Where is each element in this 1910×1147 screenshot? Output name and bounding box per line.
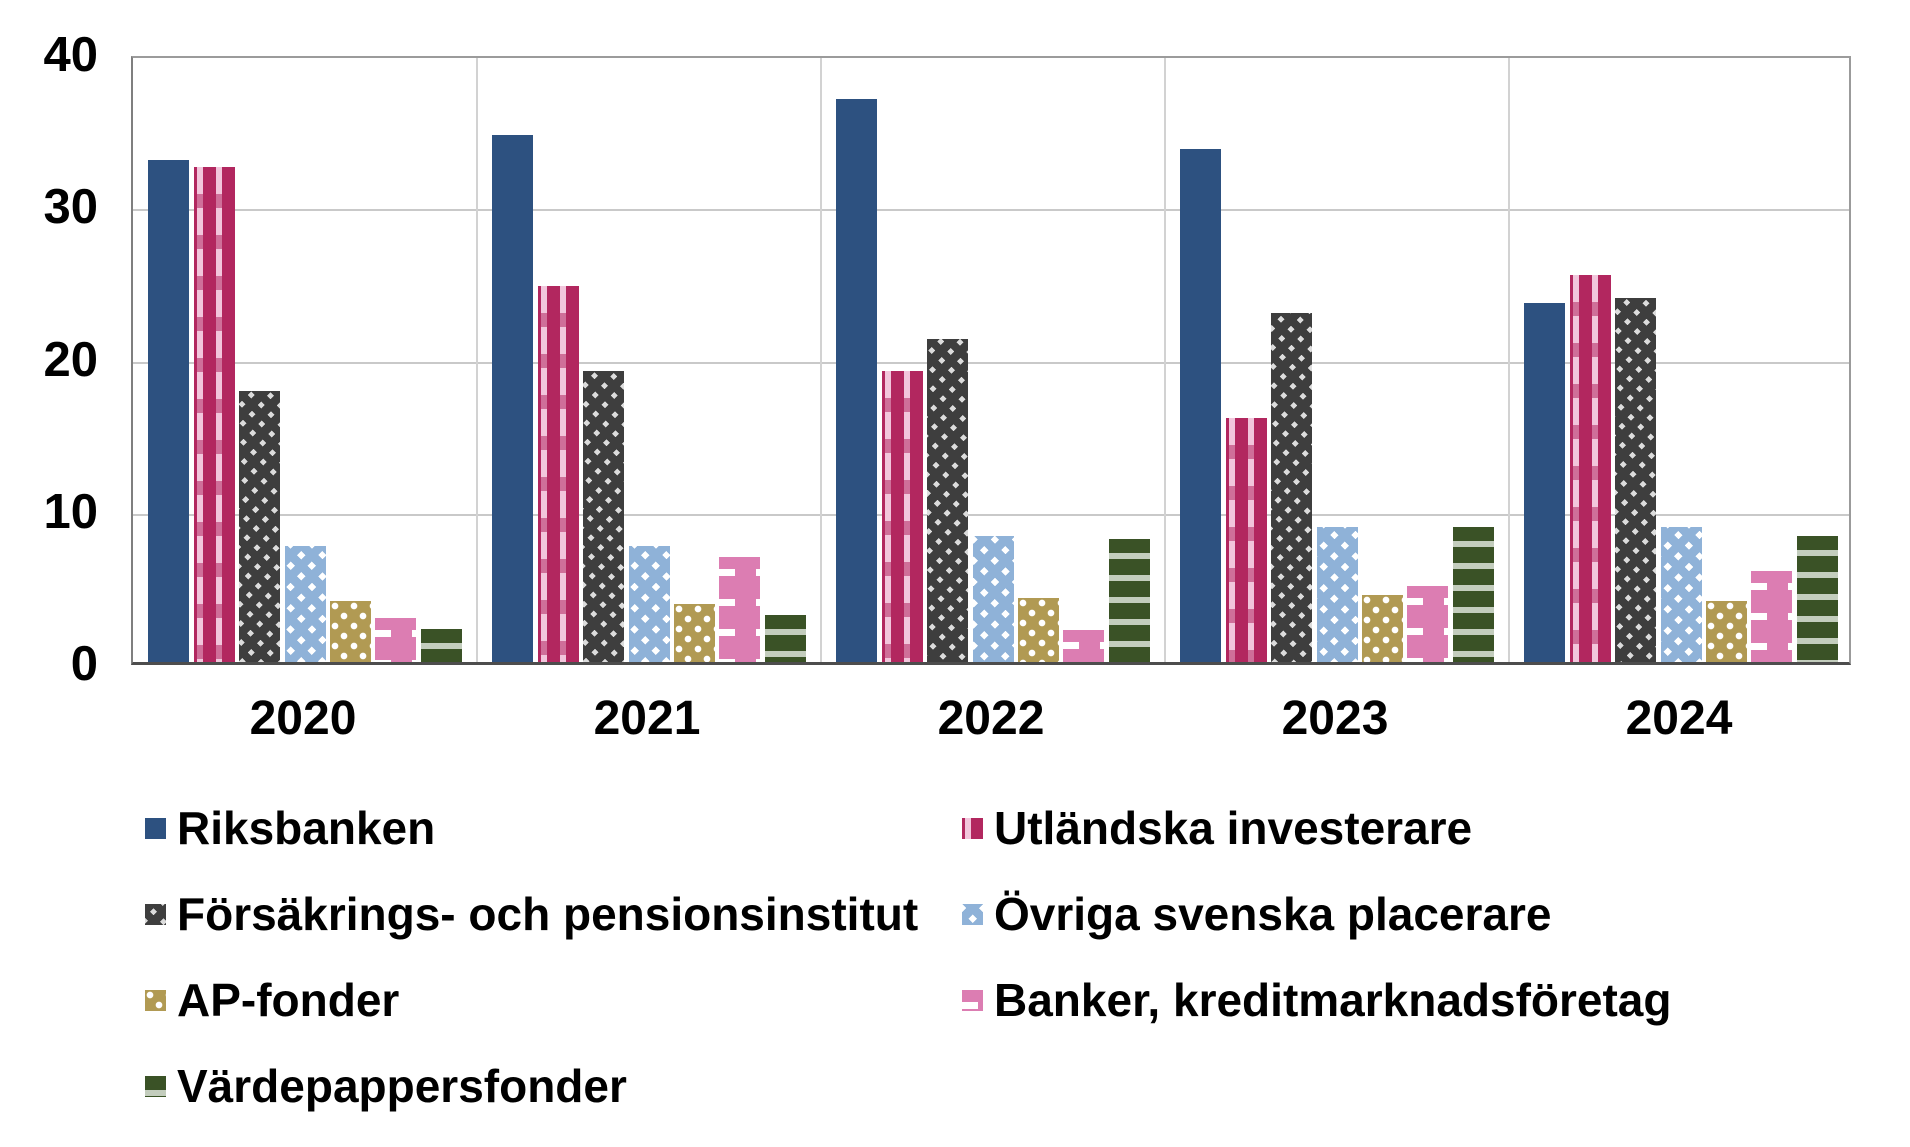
gridline-y-30 (133, 209, 1849, 212)
bar-vardepappersfonder-2021 (764, 614, 806, 662)
gridline-x-3 (1164, 58, 1166, 662)
y-tick-label-10: 10 (43, 484, 98, 539)
bar-riksbanken-2022 (836, 98, 878, 662)
bar-vardepappersfonder-2023 (1452, 526, 1494, 662)
bar-ap-fonder-2022 (1017, 598, 1059, 662)
bar-riksbanken-2021 (492, 135, 534, 662)
x-tick-label-2023: 2023 (1281, 692, 1389, 745)
bar-utlandska-investerare-2021 (537, 285, 579, 662)
bar-ap-fonder-2024 (1705, 601, 1747, 662)
bar-banker-kreditmarknadsforetag-2023 (1407, 585, 1449, 662)
bar-vardepappersfonder-2024 (1796, 535, 1838, 662)
bar-riksbanken-2024 (1524, 302, 1566, 662)
bar-vardepappersfonder-2022 (1108, 538, 1150, 662)
legend-item-ovriga-svenska-placerare: Övriga svenska placerare (962, 891, 1551, 937)
bar-banker-kreditmarknadsforetag-2020 (375, 617, 417, 662)
bar-utlandska-investerare-2023 (1225, 418, 1267, 662)
bar-utlandska-investerare-2020 (193, 167, 235, 662)
bar-riksbanken-2023 (1180, 148, 1222, 662)
bar-utlandska-investerare-2022 (881, 371, 923, 662)
gridline-y-10 (133, 513, 1849, 516)
gridline-x-4 (1508, 58, 1510, 662)
legend-item-riksbanken: Riksbanken (145, 805, 435, 851)
legend-label-utlandska-investerare: Utländska investerare (994, 802, 1473, 854)
legend-swatch-ap-fonder (145, 989, 166, 1011)
legend-item-ap-fonder: AP-fonder (145, 977, 399, 1023)
bar-forsakrings-och-pensionsinstitut-2020 (239, 391, 281, 662)
bar-ap-fonder-2021 (673, 604, 715, 662)
bar-banker-kreditmarknadsforetag-2021 (719, 556, 761, 662)
y-tick-label-20: 20 (43, 332, 98, 387)
legend-item-forsakrings-och-pensionsinstitut: Försäkrings- och pensionsinstitut (145, 891, 918, 937)
gridline-y-20 (133, 361, 1849, 364)
x-tick-label-2024: 2024 (1625, 692, 1733, 745)
bar-utlandska-investerare-2024 (1569, 275, 1611, 662)
legend-item-vardepappersfonder: Värdepappersfonder (145, 1063, 627, 1109)
bar-ovriga-svenska-placerare-2024 (1660, 526, 1702, 662)
bar-ovriga-svenska-placerare-2021 (628, 546, 670, 662)
bar-banker-kreditmarknadsforetag-2024 (1751, 570, 1793, 662)
y-tick-label-0: 0 (70, 637, 98, 691)
legend-item-banker-kreditmarknadsforetag: Banker, kreditmarknadsföretag (962, 977, 1672, 1023)
bar-ovriga-svenska-placerare-2020 (284, 546, 326, 662)
legend-item-utlandska-investerare: Utländska investerare (962, 805, 1472, 851)
legend-label-vardepappersfonder: Värdepappersfonder (177, 1060, 627, 1112)
bar-ovriga-svenska-placerare-2023 (1316, 526, 1358, 662)
gridline-x-2 (820, 58, 822, 662)
bar-forsakrings-och-pensionsinstitut-2024 (1615, 298, 1657, 662)
bar-ap-fonder-2023 (1361, 595, 1403, 662)
legend-swatch-vardepappersfonder (145, 1075, 166, 1097)
legend-label-forsakrings-och-pensionsinstitut: Försäkrings- och pensionsinstitut (177, 888, 919, 940)
y-tick-label-40: 40 (43, 28, 98, 82)
bar-forsakrings-och-pensionsinstitut-2023 (1271, 313, 1313, 662)
legend-label-banker-kreditmarknadsforetag: Banker, kreditmarknadsföretag (994, 974, 1672, 1026)
bar-ovriga-svenska-placerare-2022 (972, 535, 1014, 662)
bar-vardepappersfonder-2020 (420, 628, 462, 662)
bar-forsakrings-och-pensionsinstitut-2021 (583, 371, 625, 662)
legend-label-ovriga-svenska-placerare: Övriga svenska placerare (994, 888, 1552, 940)
y-tick-label-30: 30 (43, 180, 98, 235)
bar-riksbanken-2020 (148, 159, 190, 662)
legend-swatch-riksbanken (145, 817, 166, 839)
x-tick-label-2020: 2020 (249, 692, 357, 745)
legend-swatch-ovriga-svenska-placerare (962, 903, 983, 925)
x-tick-label-2021: 2021 (593, 692, 701, 745)
legend-label-ap-fonder: AP-fonder (177, 974, 400, 1026)
legend-swatch-banker-kreditmarknadsforetag (962, 989, 983, 1011)
bar-ap-fonder-2020 (329, 601, 371, 662)
legend-swatch-forsakrings-och-pensionsinstitut (145, 903, 166, 925)
bar-forsakrings-och-pensionsinstitut-2022 (927, 339, 969, 662)
plot-area (131, 56, 1851, 665)
legend-label-riksbanken: Riksbanken (177, 802, 436, 854)
legend-swatch-utlandska-investerare (962, 817, 983, 839)
x-tick-label-2022: 2022 (937, 692, 1045, 745)
bar-banker-kreditmarknadsforetag-2022 (1063, 630, 1105, 662)
gridline-x-1 (476, 58, 478, 662)
